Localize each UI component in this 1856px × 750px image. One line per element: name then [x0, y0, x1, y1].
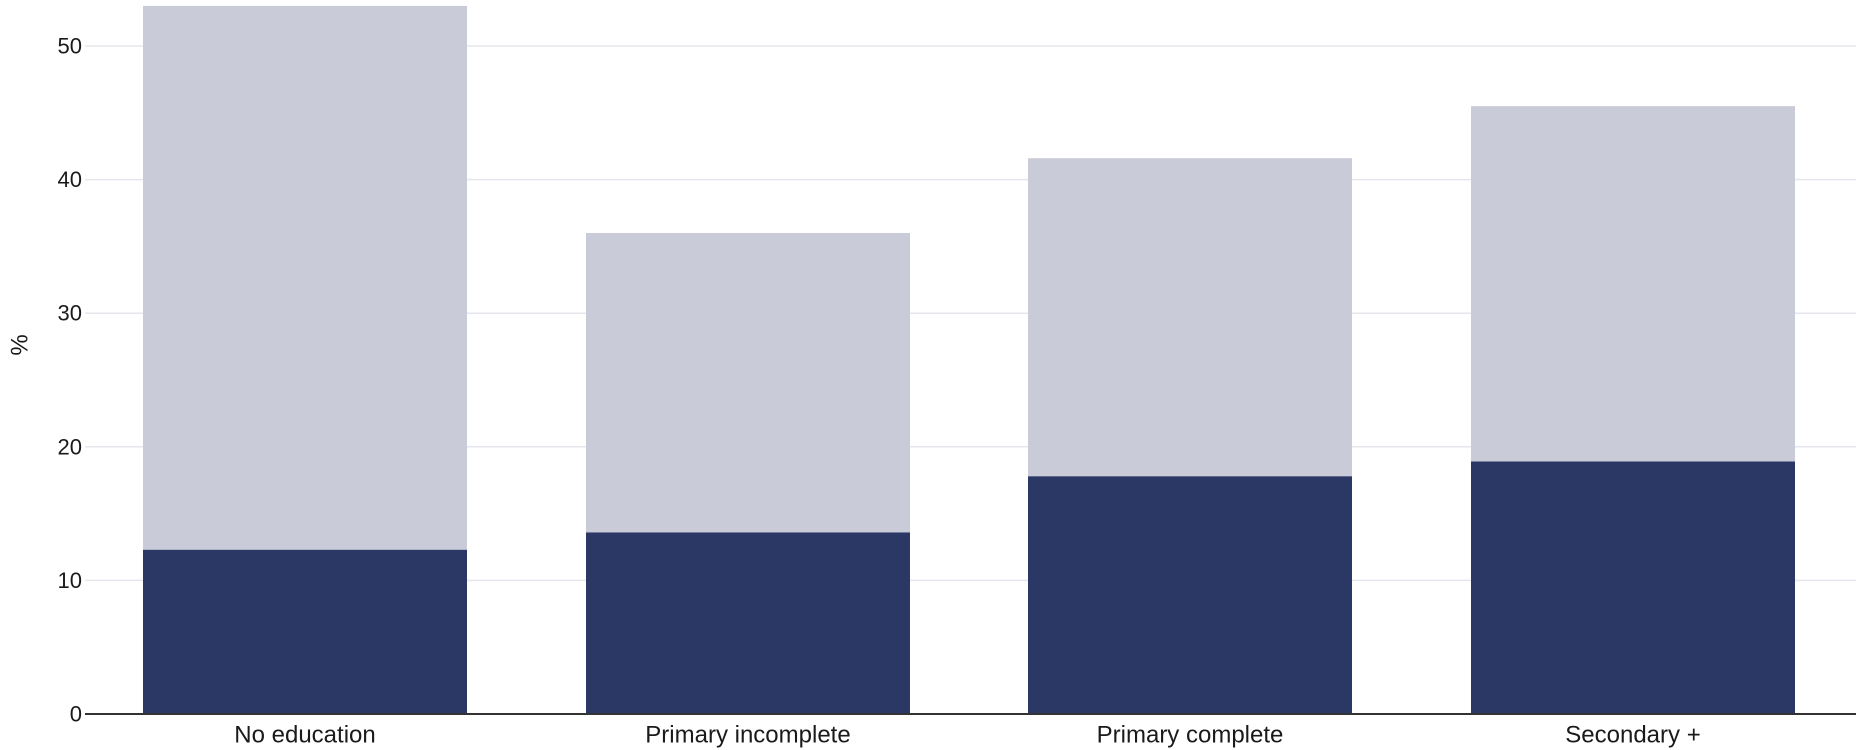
- bar-segment-2-3: [1028, 158, 1352, 477]
- x-axis-categories: No education Primary incomplete Primary co…: [234, 722, 1700, 749]
- y-tick-label-0: 0: [70, 702, 82, 727]
- y-tick-label-20: 20: [58, 434, 82, 459]
- bar-segment-2-4: [1471, 106, 1795, 462]
- bar-segment-2-2: [586, 233, 910, 533]
- bar-segment-1-2: [586, 532, 910, 714]
- x-category-label: Secondary +: [1565, 722, 1700, 749]
- y-axis-title: %: [7, 334, 34, 355]
- bar-segment-1-1: [143, 549, 467, 714]
- y-axis-ticks: 0 10 20 30 40 50: [58, 34, 82, 727]
- bar-segment-2-1: [143, 5, 467, 550]
- y-tick-label-30: 30: [58, 301, 82, 326]
- y-tick-label-40: 40: [58, 167, 82, 192]
- y-tick-label-50: 50: [58, 34, 82, 59]
- bar-segment-1-4: [1471, 461, 1795, 714]
- bar-segment-1-3: [1028, 476, 1352, 714]
- x-category-label: No education: [234, 722, 375, 749]
- x-category-label: Primary complete: [1097, 722, 1284, 749]
- bars: [143, 5, 1795, 714]
- y-tick-label-10: 10: [58, 568, 82, 593]
- x-category-label: Primary incomplete: [645, 722, 850, 749]
